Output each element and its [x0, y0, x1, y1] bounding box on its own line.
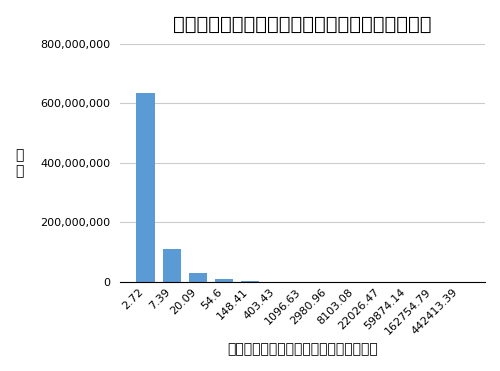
Bar [188, 273, 207, 282]
Bar [241, 281, 260, 282]
Y-axis label: 度
数: 度 数 [15, 148, 24, 178]
Bar [162, 249, 181, 282]
Title: リンクを張っているルートドメイン数の度数分布: リンクを張っているルートドメイン数の度数分布 [173, 15, 432, 34]
Bar [215, 279, 233, 282]
Bar [136, 93, 155, 282]
X-axis label: リンクを張っているルートドメインの数: リンクを張っているルートドメインの数 [227, 342, 378, 356]
